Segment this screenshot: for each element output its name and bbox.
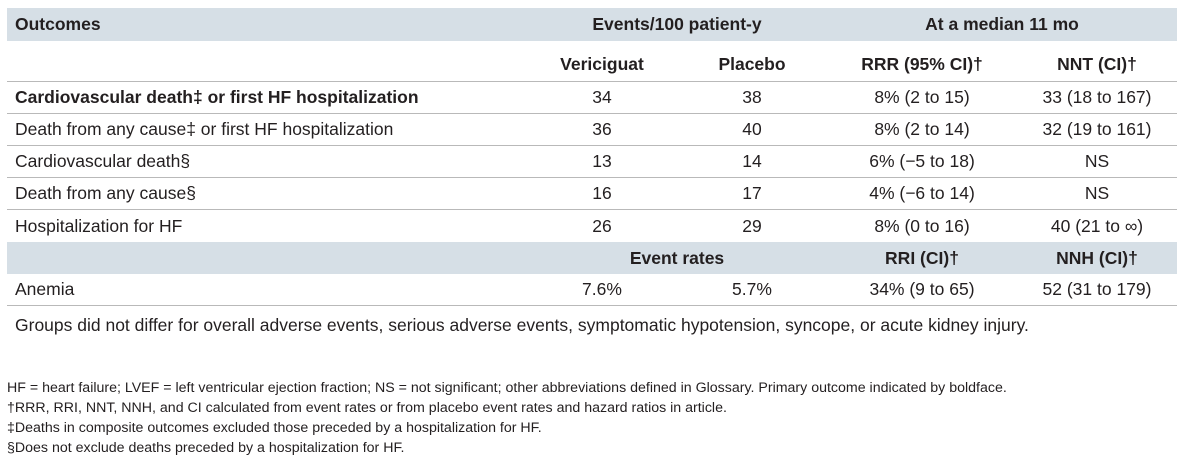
nnt-cell: 32 (19 to 161) xyxy=(1042,119,1152,139)
vericiguat-cell: 16 xyxy=(592,183,612,203)
rrr-cell: 8% (0 to 16) xyxy=(874,215,970,236)
table-row: Hospitalization for HF 26 29 8% (0 to 16… xyxy=(7,210,1177,242)
placebo-cell: 17 xyxy=(742,183,762,203)
footnote: §Does not exclude deaths preceded by a h… xyxy=(7,440,405,456)
header-rri: RRI (CI)† xyxy=(885,247,959,268)
table-note: Groups did not differ for overall advers… xyxy=(15,314,1029,335)
header-rrr: RRR (95% CI)† xyxy=(861,54,983,74)
outcomes-table: Outcomes Events/100 patient-y At a media… xyxy=(7,8,1177,344)
rrr-cell: 8% (2 to 14) xyxy=(874,119,970,139)
placebo-cell: 14 xyxy=(742,151,762,171)
footnote: †RRR, RRI, NNT, NNH, and CI calculated f… xyxy=(7,400,727,416)
header-nnt: NNT (CI)† xyxy=(1057,54,1137,74)
adverse-header-row: Event rates RRI (CI)† NNH (CI)† xyxy=(7,242,1177,274)
nnt-cell: 33 (18 to 167) xyxy=(1042,87,1152,107)
vericiguat-cell: 34 xyxy=(592,87,612,107)
vericiguat-cell: 13 xyxy=(592,151,612,171)
vericiguat-cell: 26 xyxy=(592,215,612,236)
placebo-cell: 38 xyxy=(742,87,762,107)
outcome-cell: Death from any cause§ xyxy=(15,183,196,203)
header-nnh: NNH (CI)† xyxy=(1056,247,1138,268)
header-outcomes: Outcomes xyxy=(15,14,101,34)
placebo-cell: 40 xyxy=(742,119,762,139)
footnote: HF = heart failure; LVEF = left ventricu… xyxy=(7,380,1007,396)
nnh-cell: 52 (31 to 179) xyxy=(1042,279,1152,299)
table-row: Death from any cause‡ or first HF hospit… xyxy=(7,114,1177,146)
nnt-cell: 40 (21 to ∞) xyxy=(1050,215,1144,236)
footnote: ‡Deaths in composite outcomes excluded t… xyxy=(7,420,542,436)
header-events-group: Events/100 patient-y xyxy=(592,14,762,34)
header-event-rates: Event rates xyxy=(629,247,725,268)
table-row: Death from any cause§ 16 17 4% (−6 to 14… xyxy=(7,178,1177,210)
outcome-cell: Anemia xyxy=(15,279,75,299)
rrr-cell: 6% (−5 to 18) xyxy=(869,151,975,171)
table-row: Cardiovascular death§ 13 14 6% (−5 to 18… xyxy=(7,146,1177,178)
header-vericiguat: Vericiguat xyxy=(560,54,644,74)
placebo-cell: 5.7% xyxy=(732,279,772,299)
rrr-cell: 8% (2 to 15) xyxy=(874,87,970,107)
header-row-2: Vericiguat Placebo RRR (95% CI)† NNT (CI… xyxy=(7,41,1177,81)
header-placebo: Placebo xyxy=(718,54,786,74)
outcome-cell: Cardiovascular death§ xyxy=(15,151,191,171)
rrr-cell: 4% (−6 to 14) xyxy=(869,183,975,203)
header-row-1: Outcomes Events/100 patient-y At a media… xyxy=(7,8,1177,41)
table-note-row: Groups did not differ for overall advers… xyxy=(7,306,1177,344)
outcome-cell: Cardiovascular death‡ or first HF hospit… xyxy=(15,87,419,107)
vericiguat-cell: 7.6% xyxy=(582,279,622,299)
table-row: Anemia 7.6% 5.7% 34% (9 to 65) 52 (31 to… xyxy=(7,274,1177,306)
header-median-group: At a median 11 mo xyxy=(925,14,1079,34)
nnt-cell: NS xyxy=(1084,151,1110,171)
outcome-cell: Hospitalization for HF xyxy=(15,215,183,236)
vericiguat-cell: 36 xyxy=(592,119,612,139)
footnotes: HF = heart failure; LVEF = left ventricu… xyxy=(7,378,1187,458)
rri-cell: 34% (9 to 65) xyxy=(869,279,975,299)
outcome-cell: Death from any cause‡ or first HF hospit… xyxy=(15,119,394,139)
table-row: Cardiovascular death‡ or first HF hospit… xyxy=(7,82,1177,114)
nnt-cell: NS xyxy=(1084,183,1110,203)
placebo-cell: 29 xyxy=(742,215,762,236)
